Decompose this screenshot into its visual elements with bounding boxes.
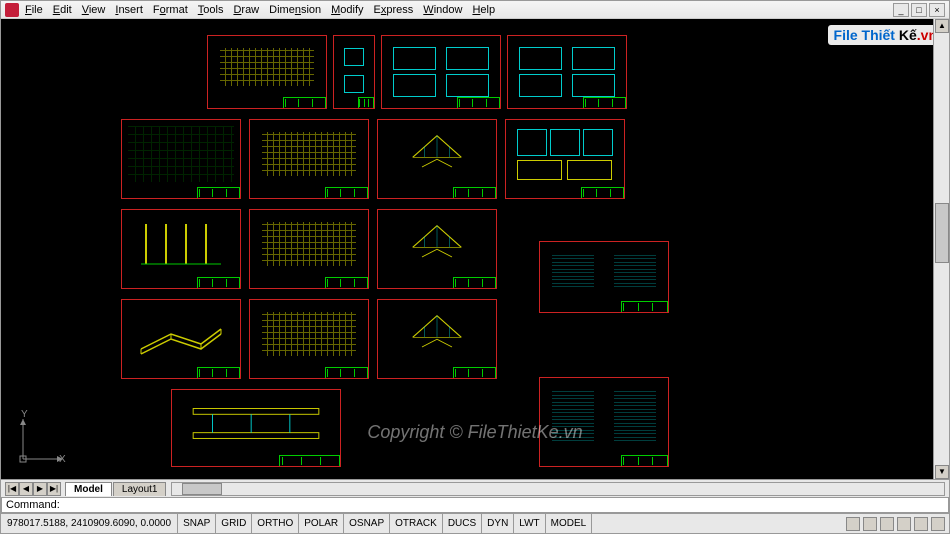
menu-help[interactable]: Help — [472, 4, 495, 16]
app-icon — [5, 3, 19, 17]
toggle-model[interactable]: MODEL — [546, 514, 593, 533]
drawing-canvas[interactable]: Y X File Thiết Kế.vn Copyright © FileThi… — [1, 19, 949, 479]
menu-modify[interactable]: Modify — [331, 4, 363, 16]
menu-bar: File Edit View Insert Format Tools Draw … — [1, 1, 949, 19]
toggle-dyn[interactable]: DYN — [482, 514, 514, 533]
menu-dimension[interactable]: Dimension — [269, 4, 321, 16]
tray-icon-1[interactable] — [846, 517, 860, 531]
drawing-sheet-s3 — [381, 35, 501, 109]
menu-draw[interactable]: Draw — [233, 4, 259, 16]
tab-nav-first[interactable]: |◀ — [5, 482, 19, 496]
menu-express[interactable]: Express — [374, 4, 414, 16]
maximize-button[interactable]: □ — [911, 3, 927, 17]
drawing-sheet-s15 — [377, 299, 497, 379]
status-tray — [842, 517, 949, 531]
scroll-down-arrow[interactable]: ▼ — [935, 465, 949, 479]
menu-view[interactable]: View — [82, 4, 106, 16]
toggle-grid[interactable]: GRID — [216, 514, 252, 533]
drawing-sheet-s8 — [505, 119, 625, 199]
drawing-sheet-s2 — [333, 35, 375, 109]
toggle-ducs[interactable]: DUCS — [443, 514, 482, 533]
coordinates: 978017.5188, 2410909.6090, 0.0000 — [1, 514, 178, 533]
toggle-osnap[interactable]: OSNAP — [344, 514, 390, 533]
drawing-sheet-s17 — [539, 377, 669, 467]
tab-model[interactable]: Model — [65, 482, 112, 496]
drawing-sheet-s16 — [171, 389, 341, 467]
horizontal-scrollbar[interactable] — [171, 482, 945, 496]
menu-window[interactable]: Window — [423, 4, 462, 16]
command-prompt: Command: — [6, 499, 60, 511]
layout-tabs: |◀ ◀ ▶ ▶| Model Layout1 — [1, 479, 949, 497]
autocad-app: File Edit View Insert Format Tools Draw … — [0, 0, 950, 534]
tab-nav-prev[interactable]: ◀ — [19, 482, 33, 496]
ucs-x-label: X — [59, 454, 66, 465]
toggle-snap[interactable]: SNAP — [178, 514, 216, 533]
status-bar: 978017.5188, 2410909.6090, 0.0000 SNAP G… — [1, 513, 949, 533]
tray-icon-6[interactable] — [931, 517, 945, 531]
toggle-polar[interactable]: POLAR — [299, 514, 344, 533]
drawing-sheet-s14 — [249, 299, 369, 379]
scroll-thumb-v[interactable] — [935, 203, 949, 263]
ucs-icon: Y X — [13, 409, 73, 469]
minimize-button[interactable]: _ — [893, 3, 909, 17]
window-controls: _ □ × — [893, 3, 945, 17]
toggle-ortho[interactable]: ORTHO — [252, 514, 299, 533]
drawing-sheet-s12 — [539, 241, 669, 313]
drawing-sheet-s10 — [249, 209, 369, 289]
toggle-lwt[interactable]: LWT — [514, 514, 545, 533]
menu-format[interactable]: Format — [153, 4, 188, 16]
watermark-logo: File Thiết Kế.vn — [828, 25, 943, 45]
tab-nav-last[interactable]: ▶| — [47, 482, 61, 496]
drawing-sheet-s7 — [377, 119, 497, 199]
menu-file[interactable]: File — [25, 4, 43, 16]
scroll-thumb-h[interactable] — [182, 483, 222, 495]
drawing-sheet-s6 — [249, 119, 369, 199]
drawing-sheet-s9 — [121, 209, 241, 289]
tab-layout1[interactable]: Layout1 — [113, 482, 167, 496]
drawing-sheet-s13 — [121, 299, 241, 379]
command-line[interactable]: Command: — [1, 497, 949, 513]
drawing-sheet-s5 — [121, 119, 241, 199]
tray-icon-2[interactable] — [863, 517, 877, 531]
drawing-sheet-s4 — [507, 35, 627, 109]
tray-icon-4[interactable] — [897, 517, 911, 531]
toggle-otrack[interactable]: OTRACK — [390, 514, 443, 533]
drawing-sheet-s11 — [377, 209, 497, 289]
scroll-up-arrow[interactable]: ▲ — [935, 19, 949, 33]
menu-tools[interactable]: Tools — [198, 4, 224, 16]
close-button[interactable]: × — [929, 3, 945, 17]
ucs-y-label: Y — [21, 409, 28, 420]
tab-nav: |◀ ◀ ▶ ▶| — [5, 482, 61, 496]
drawing-sheet-s1 — [207, 35, 327, 109]
tab-nav-next[interactable]: ▶ — [33, 482, 47, 496]
vertical-scrollbar[interactable]: ▲ ▼ — [933, 19, 949, 479]
tray-icon-5[interactable] — [914, 517, 928, 531]
menu-edit[interactable]: Edit — [53, 4, 72, 16]
tray-icon-3[interactable] — [880, 517, 894, 531]
menu-insert[interactable]: Insert — [115, 4, 143, 16]
